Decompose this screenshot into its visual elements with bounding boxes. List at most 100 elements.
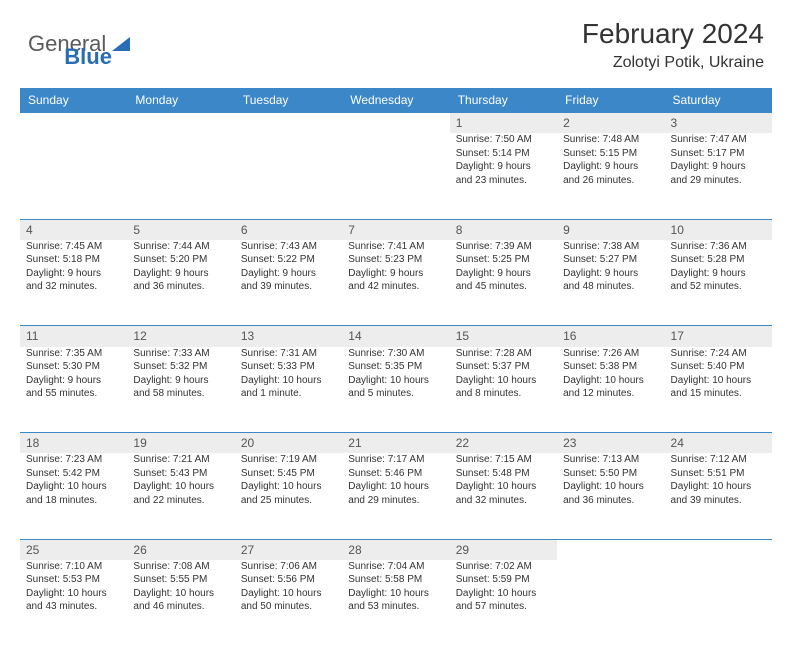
- daylight-line-1: Daylight: 10 hours: [671, 480, 766, 494]
- sunrise-line: Sunrise: 7:39 AM: [456, 240, 551, 254]
- sunset-line: Sunset: 5:28 PM: [671, 253, 766, 267]
- day-info-cell: Sunrise: 7:10 AMSunset: 5:53 PMDaylight:…: [20, 560, 127, 646]
- weekday-header: Friday: [557, 88, 664, 113]
- daylight-line-2: and 48 minutes.: [563, 280, 658, 294]
- sunset-line: Sunset: 5:38 PM: [563, 360, 658, 374]
- daylight-line-1: Daylight: 10 hours: [456, 374, 551, 388]
- sunrise-line: Sunrise: 7:06 AM: [241, 560, 336, 574]
- sunrise-line: Sunrise: 7:47 AM: [671, 133, 766, 147]
- day-info-cell: Sunrise: 7:15 AMSunset: 5:48 PMDaylight:…: [450, 453, 557, 539]
- daylight-line-1: Daylight: 9 hours: [26, 267, 121, 281]
- day-info-cell: Sunrise: 7:35 AMSunset: 5:30 PMDaylight:…: [20, 347, 127, 433]
- sunset-line: Sunset: 5:27 PM: [563, 253, 658, 267]
- daylight-line-1: Daylight: 10 hours: [671, 374, 766, 388]
- daylight-line-2: and 52 minutes.: [671, 280, 766, 294]
- daylight-line-1: Daylight: 9 hours: [563, 267, 658, 281]
- day-number-cell: 20: [235, 433, 342, 454]
- daylight-line-1: Daylight: 10 hours: [241, 374, 336, 388]
- sunrise-line: Sunrise: 7:02 AM: [456, 560, 551, 574]
- day-info-cell: [665, 560, 772, 646]
- day-info-row: Sunrise: 7:10 AMSunset: 5:53 PMDaylight:…: [20, 560, 772, 646]
- daylight-line-1: Daylight: 9 hours: [563, 160, 658, 174]
- daylight-line-1: Daylight: 9 hours: [26, 374, 121, 388]
- day-info-cell: Sunrise: 7:47 AMSunset: 5:17 PMDaylight:…: [665, 133, 772, 219]
- day-number-cell: [20, 113, 127, 134]
- sunrise-line: Sunrise: 7:04 AM: [348, 560, 443, 574]
- daylight-line-1: Daylight: 10 hours: [133, 587, 228, 601]
- day-number-cell: 2: [557, 113, 664, 134]
- day-info-row: Sunrise: 7:23 AMSunset: 5:42 PMDaylight:…: [20, 453, 772, 539]
- daylight-line-1: Daylight: 10 hours: [26, 480, 121, 494]
- daylight-line-2: and 39 minutes.: [671, 494, 766, 508]
- weekday-header: Saturday: [665, 88, 772, 113]
- weekday-header: Thursday: [450, 88, 557, 113]
- day-number-row: 18192021222324: [20, 433, 772, 454]
- day-number-cell: 17: [665, 326, 772, 347]
- day-info-row: Sunrise: 7:45 AMSunset: 5:18 PMDaylight:…: [20, 240, 772, 326]
- day-number-cell: 8: [450, 219, 557, 240]
- day-info-cell: Sunrise: 7:19 AMSunset: 5:45 PMDaylight:…: [235, 453, 342, 539]
- day-number-cell: 18: [20, 433, 127, 454]
- sunset-line: Sunset: 5:18 PM: [26, 253, 121, 267]
- daylight-line-2: and 36 minutes.: [563, 494, 658, 508]
- day-info-cell: Sunrise: 7:44 AMSunset: 5:20 PMDaylight:…: [127, 240, 234, 326]
- sunrise-line: Sunrise: 7:33 AM: [133, 347, 228, 361]
- daylight-line-2: and 29 minutes.: [671, 174, 766, 188]
- daylight-line-2: and 58 minutes.: [133, 387, 228, 401]
- daylight-line-2: and 32 minutes.: [26, 280, 121, 294]
- day-number-cell: 3: [665, 113, 772, 134]
- sunset-line: Sunset: 5:22 PM: [241, 253, 336, 267]
- sunrise-line: Sunrise: 7:10 AM: [26, 560, 121, 574]
- day-number-row: 123: [20, 113, 772, 134]
- day-info-cell: Sunrise: 7:45 AMSunset: 5:18 PMDaylight:…: [20, 240, 127, 326]
- day-info-row: Sunrise: 7:50 AMSunset: 5:14 PMDaylight:…: [20, 133, 772, 219]
- sunrise-line: Sunrise: 7:44 AM: [133, 240, 228, 254]
- daylight-line-2: and 1 minute.: [241, 387, 336, 401]
- day-info-cell: [20, 133, 127, 219]
- sunset-line: Sunset: 5:30 PM: [26, 360, 121, 374]
- sunset-line: Sunset: 5:20 PM: [133, 253, 228, 267]
- daylight-line-2: and 42 minutes.: [348, 280, 443, 294]
- day-number-cell: 7: [342, 219, 449, 240]
- sunset-line: Sunset: 5:32 PM: [133, 360, 228, 374]
- daylight-line-2: and 15 minutes.: [671, 387, 766, 401]
- day-info-cell: Sunrise: 7:04 AMSunset: 5:58 PMDaylight:…: [342, 560, 449, 646]
- sunrise-line: Sunrise: 7:41 AM: [348, 240, 443, 254]
- sunset-line: Sunset: 5:23 PM: [348, 253, 443, 267]
- daylight-line-2: and 32 minutes.: [456, 494, 551, 508]
- sunset-line: Sunset: 5:45 PM: [241, 467, 336, 481]
- sunrise-line: Sunrise: 7:15 AM: [456, 453, 551, 467]
- sunrise-line: Sunrise: 7:45 AM: [26, 240, 121, 254]
- daylight-line-1: Daylight: 10 hours: [133, 480, 228, 494]
- day-number-row: 45678910: [20, 219, 772, 240]
- day-info-cell: [235, 133, 342, 219]
- day-number-cell: 13: [235, 326, 342, 347]
- daylight-line-1: Daylight: 10 hours: [456, 587, 551, 601]
- daylight-line-1: Daylight: 10 hours: [241, 480, 336, 494]
- logo-triangle-icon: [112, 37, 130, 51]
- sunrise-line: Sunrise: 7:23 AM: [26, 453, 121, 467]
- daylight-line-2: and 55 minutes.: [26, 387, 121, 401]
- day-info-cell: Sunrise: 7:23 AMSunset: 5:42 PMDaylight:…: [20, 453, 127, 539]
- sunset-line: Sunset: 5:40 PM: [671, 360, 766, 374]
- sunrise-line: Sunrise: 7:43 AM: [241, 240, 336, 254]
- daylight-line-1: Daylight: 9 hours: [456, 160, 551, 174]
- sunset-line: Sunset: 5:37 PM: [456, 360, 551, 374]
- day-info-cell: Sunrise: 7:36 AMSunset: 5:28 PMDaylight:…: [665, 240, 772, 326]
- day-number-cell: 5: [127, 219, 234, 240]
- daylight-line-2: and 39 minutes.: [241, 280, 336, 294]
- day-info-cell: Sunrise: 7:12 AMSunset: 5:51 PMDaylight:…: [665, 453, 772, 539]
- day-number-cell: 11: [20, 326, 127, 347]
- day-info-cell: Sunrise: 7:41 AMSunset: 5:23 PMDaylight:…: [342, 240, 449, 326]
- sunrise-line: Sunrise: 7:13 AM: [563, 453, 658, 467]
- weekday-header: Wednesday: [342, 88, 449, 113]
- daylight-line-1: Daylight: 10 hours: [348, 587, 443, 601]
- weekday-header: Monday: [127, 88, 234, 113]
- sunset-line: Sunset: 5:51 PM: [671, 467, 766, 481]
- day-number-cell: [665, 539, 772, 560]
- day-number-cell: [342, 113, 449, 134]
- daylight-line-1: Daylight: 10 hours: [241, 587, 336, 601]
- day-number-cell: 25: [20, 539, 127, 560]
- daylight-line-2: and 5 minutes.: [348, 387, 443, 401]
- weekday-header-row: SundayMondayTuesdayWednesdayThursdayFrid…: [20, 88, 772, 113]
